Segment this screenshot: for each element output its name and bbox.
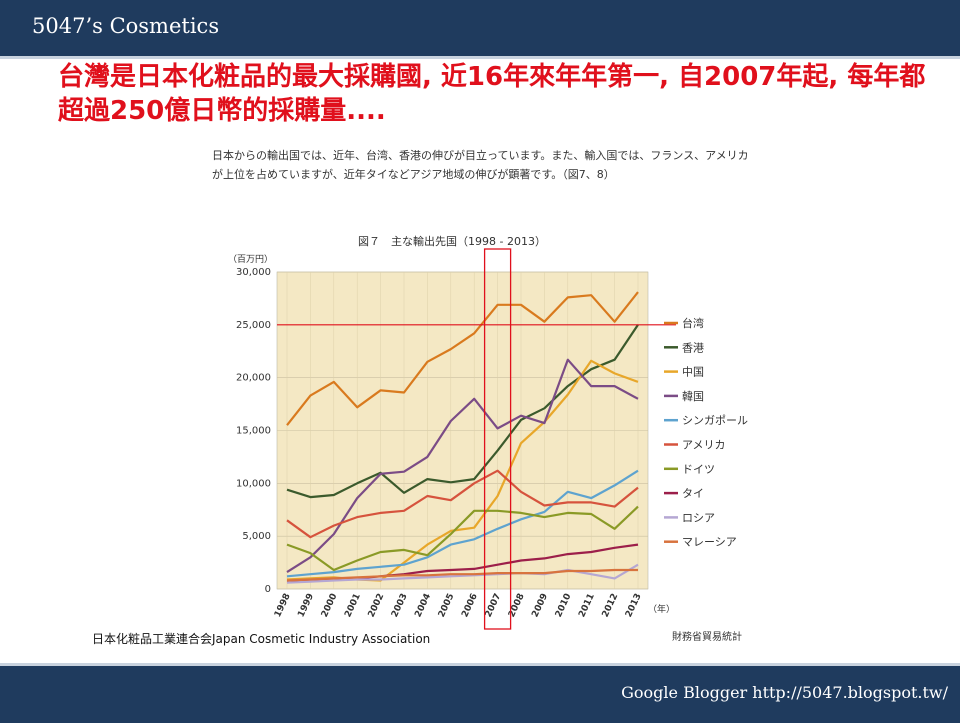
y-tick-label: 25,000	[236, 320, 271, 331]
x-tick-label: 2000	[320, 592, 340, 619]
x-tick-label: 2009	[530, 592, 550, 619]
y-tick-label: 0	[265, 584, 271, 595]
series-line	[286, 291, 639, 426]
x-tick-label: 1999	[296, 592, 316, 619]
series-line	[286, 505, 639, 572]
x-tick-label: 2012	[601, 592, 621, 619]
x-tick-label: 2006	[460, 592, 480, 619]
legend-label: マレーシア	[682, 536, 737, 549]
site-title: 5047’s Cosmetics	[32, 14, 220, 38]
legend-label: アメリカ	[682, 439, 725, 452]
legend-label: ドイツ	[682, 463, 715, 476]
y-tick-label: 20,000	[236, 373, 271, 384]
footer-bar: Google Blogger http://5047.blogspot.tw/	[0, 663, 960, 723]
series-line	[286, 358, 639, 574]
x-tick-label: 2011	[577, 592, 597, 619]
x-tick-label: 1998	[273, 592, 293, 619]
headline: 台灣是日本化粧品的最大採購國, 近16年來年年第一, 自2007年起, 每年都超…	[58, 62, 926, 126]
legend-label: ロシア	[682, 511, 715, 524]
footer-link[interactable]: Google Blogger http://5047.blogspot.tw/	[621, 683, 948, 702]
y-tick-label: 10,000	[236, 478, 271, 489]
x-tick-label: 2004	[413, 592, 433, 619]
legend-label: タイ	[682, 487, 704, 500]
legend-label: 中国	[682, 366, 704, 379]
chart-title: 図７ 主な輸出先国（1998 - 2013）	[358, 234, 546, 248]
legend-label: 韓国	[682, 390, 704, 403]
highlight-year-box	[483, 248, 512, 630]
x-axis-label: （年）	[648, 603, 675, 615]
series-line	[286, 469, 639, 539]
x-tick-label: 2001	[343, 592, 363, 619]
x-tick-label: 2005	[437, 592, 457, 619]
header-bar: 5047’s Cosmetics	[0, 0, 960, 59]
x-tick-label: 2010	[554, 592, 574, 619]
caption: 日本化粧品工業連合会Japan Cosmetic Industry Associ…	[92, 632, 431, 646]
legend-label: 香港	[682, 341, 704, 354]
y-tick-label: 15,000	[236, 426, 271, 437]
series-line	[286, 568, 638, 582]
legend-label: シンガポール	[682, 414, 748, 427]
x-tick-label: 2013	[624, 592, 644, 619]
series-line	[286, 469, 639, 578]
y-axis-label: （百万円）	[228, 254, 273, 265]
y-tick-label: 5,000	[242, 531, 271, 542]
x-tick-label: 2007	[484, 592, 504, 619]
source-note: 財務省貿易統計	[672, 632, 742, 643]
x-tick-label: 2002	[367, 592, 387, 619]
x-tick-label: 2003	[390, 592, 410, 619]
legend-label: 台湾	[682, 316, 704, 330]
intro-text: 日本からの輸出国では、近年、台湾、香港の伸びが目立っています。また、輸入国では、…	[212, 149, 749, 181]
y-tick-label: 30,000	[236, 267, 271, 278]
